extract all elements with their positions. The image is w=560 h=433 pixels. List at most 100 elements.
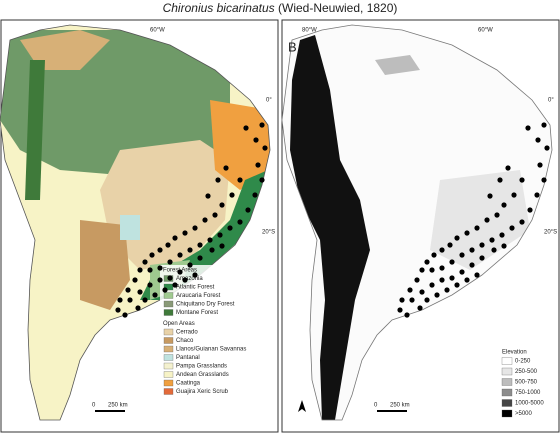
legend-swatch [163,283,174,291]
occurrence-point [499,232,505,238]
scale-bar-b: 0 250 km [374,403,410,412]
occurrence-point [439,247,445,253]
legend-label: >5000 [515,411,533,417]
occurrence-point [479,255,485,261]
legend-heading: Elevation [502,350,527,356]
north-arrow [298,400,306,412]
occurrence-point [439,265,445,271]
occurrence-point [469,262,475,268]
occurrence-point [157,247,163,253]
occurrence-point [449,275,455,281]
legend-label: Pampa Grasslands [176,364,227,370]
occurrence-point [424,297,430,303]
occurrence-point [509,225,515,231]
occurrence-point [501,243,507,249]
occurrence-point [511,192,517,198]
occurrence-point [544,145,550,151]
occurrence-point [407,287,413,293]
occurrence-point [127,297,133,303]
occurrence-point [527,207,533,213]
occurrence-point [259,122,265,128]
occurrence-point [125,287,131,293]
occurrence-point [202,217,208,223]
lon-label: 80°W [302,28,317,34]
legend-label: Cerrado [176,330,198,336]
occurrence-point [237,219,243,225]
occurrence-point [454,282,460,288]
occurrence-point [252,192,258,198]
occurrence-point [117,297,123,303]
occurrence-point [491,247,497,253]
legend-label: 0-250 [515,359,531,365]
occurrence-point [525,125,531,131]
occurrence-point [162,287,168,293]
occurrence-point [192,225,198,231]
occurrences [115,122,550,318]
lon-label: 60°W [150,28,165,34]
occurrence-point [541,177,547,183]
montane-area [25,60,45,200]
occurrence-point [229,192,235,198]
andes [290,35,370,420]
legend-swatch [163,328,174,336]
legend-swatch [501,378,513,386]
legend-swatch [501,357,513,365]
occurrence-point [449,259,455,265]
legend-label: Andean Grasslands [176,372,229,378]
occurrence-point [197,242,203,248]
occurrence-point [187,262,193,268]
occurrence-point [255,162,261,168]
occurrence-point [505,165,511,171]
occurrence-point [534,192,540,198]
legend-swatch [163,379,174,387]
lon-label: 60°W [478,28,493,34]
occurrence-point [115,307,121,313]
occurrence-point [215,177,221,183]
occurrence-point [197,255,203,261]
legend-box [160,265,276,425]
occurrence-point [459,269,465,275]
legend-label: Guajira Xeric Scrub [176,389,229,395]
guiana-highlands [375,55,420,75]
occurrence-point [474,225,480,231]
lat-label: 0° [266,98,272,104]
occurrence-point [243,125,249,131]
legend-swatch [163,345,174,353]
occurrence-point [439,277,445,283]
legend-swatch [501,399,513,407]
occurrence-point [459,252,465,258]
occurrence-point [541,122,547,128]
occurrence-point [132,277,138,283]
occurrence-point [212,212,218,218]
occurrence-point [519,177,525,183]
occurrence-point [142,297,148,303]
occurrence-point [397,307,403,313]
occurrence-point [479,242,485,248]
legend-swatch [163,309,174,316]
occurrence-point [135,305,141,311]
legend-label: Montane Forest [176,310,218,316]
legend-swatch [163,292,174,299]
chaco-area [80,220,130,310]
legend-label: Caatinga [176,381,201,387]
legend-label: 250-500 [515,369,538,375]
occurrence-point [172,282,178,288]
occurrence-point [253,137,259,143]
occurrence-point [469,247,475,253]
occurrence-point [454,235,460,241]
occurrence-point [137,289,143,295]
figure-title: Chironius bicarinatus (Wied-Neuwied, 182… [163,1,398,15]
occurrence-point [414,277,420,283]
occurrence-point [245,207,251,213]
occurrence-point [157,265,163,271]
scale-bar-a: 0 250 km [92,403,128,412]
lat-label: 20°S [262,230,275,236]
scale-zero: 0 [92,403,96,409]
legend-swatch [501,409,513,418]
occurrence-point [165,242,171,248]
occurrence-point [537,162,543,168]
lat-label: 0° [548,98,554,104]
